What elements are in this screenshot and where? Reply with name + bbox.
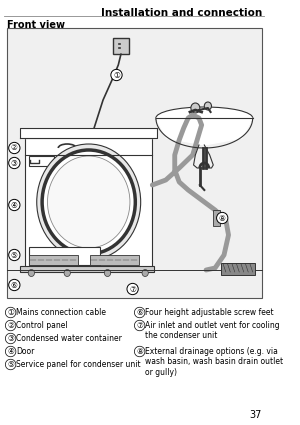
Text: External drainage options (e.g. via
wash basin, wash basin drain outlet
or gully: External drainage options (e.g. via wash… [145, 347, 283, 377]
Circle shape [64, 269, 70, 277]
Text: ①: ① [113, 71, 120, 79]
Text: ⑥: ⑥ [136, 308, 143, 317]
Circle shape [28, 269, 34, 277]
Text: ⑦: ⑦ [129, 284, 136, 294]
Text: ⑤: ⑤ [7, 360, 14, 369]
Bar [113, 38, 129, 54]
Ellipse shape [156, 107, 253, 129]
Text: ②: ② [7, 321, 14, 330]
Bar [213, 210, 220, 226]
Text: ⑤: ⑤ [11, 250, 18, 260]
Text: Installation and connection: Installation and connection [101, 8, 262, 18]
Text: Service panel for condenser unit: Service panel for condenser unit [16, 360, 141, 369]
Bar [7, 28, 262, 298]
Circle shape [47, 156, 130, 248]
Bar [29, 247, 100, 265]
Bar [29, 255, 78, 265]
Polygon shape [156, 118, 253, 145]
Bar [90, 255, 139, 265]
Text: Mains connection cable: Mains connection cable [16, 308, 106, 317]
Text: Door: Door [16, 347, 34, 356]
Text: Four height adjustable screw feet: Four height adjustable screw feet [145, 308, 274, 317]
Bar [221, 263, 255, 275]
Bar [29, 156, 54, 166]
Circle shape [104, 269, 111, 277]
Text: ①: ① [7, 308, 14, 317]
Text: Front view: Front view [7, 20, 65, 30]
Circle shape [42, 150, 135, 254]
Text: ⑦: ⑦ [136, 321, 143, 330]
Circle shape [204, 102, 211, 110]
Text: ⑥: ⑥ [11, 280, 18, 289]
Polygon shape [20, 128, 157, 138]
Text: Control panel: Control panel [16, 321, 68, 330]
Text: ④: ④ [11, 201, 18, 210]
Text: ③: ③ [11, 159, 18, 167]
Text: ③: ③ [7, 334, 14, 343]
Text: Condensed water container: Condensed water container [16, 334, 122, 343]
Text: Air inlet and outlet vent for cooling
the condenser unit: Air inlet and outlet vent for cooling th… [145, 321, 280, 340]
Text: ④: ④ [7, 347, 14, 356]
Text: 37: 37 [249, 410, 262, 420]
Text: ②: ② [11, 144, 18, 153]
Circle shape [37, 144, 141, 260]
Bar [25, 138, 152, 270]
Circle shape [142, 269, 148, 277]
Bar [20, 266, 154, 272]
Text: ⑧: ⑧ [219, 213, 226, 223]
Circle shape [191, 103, 200, 113]
Text: ⑧: ⑧ [136, 347, 143, 356]
